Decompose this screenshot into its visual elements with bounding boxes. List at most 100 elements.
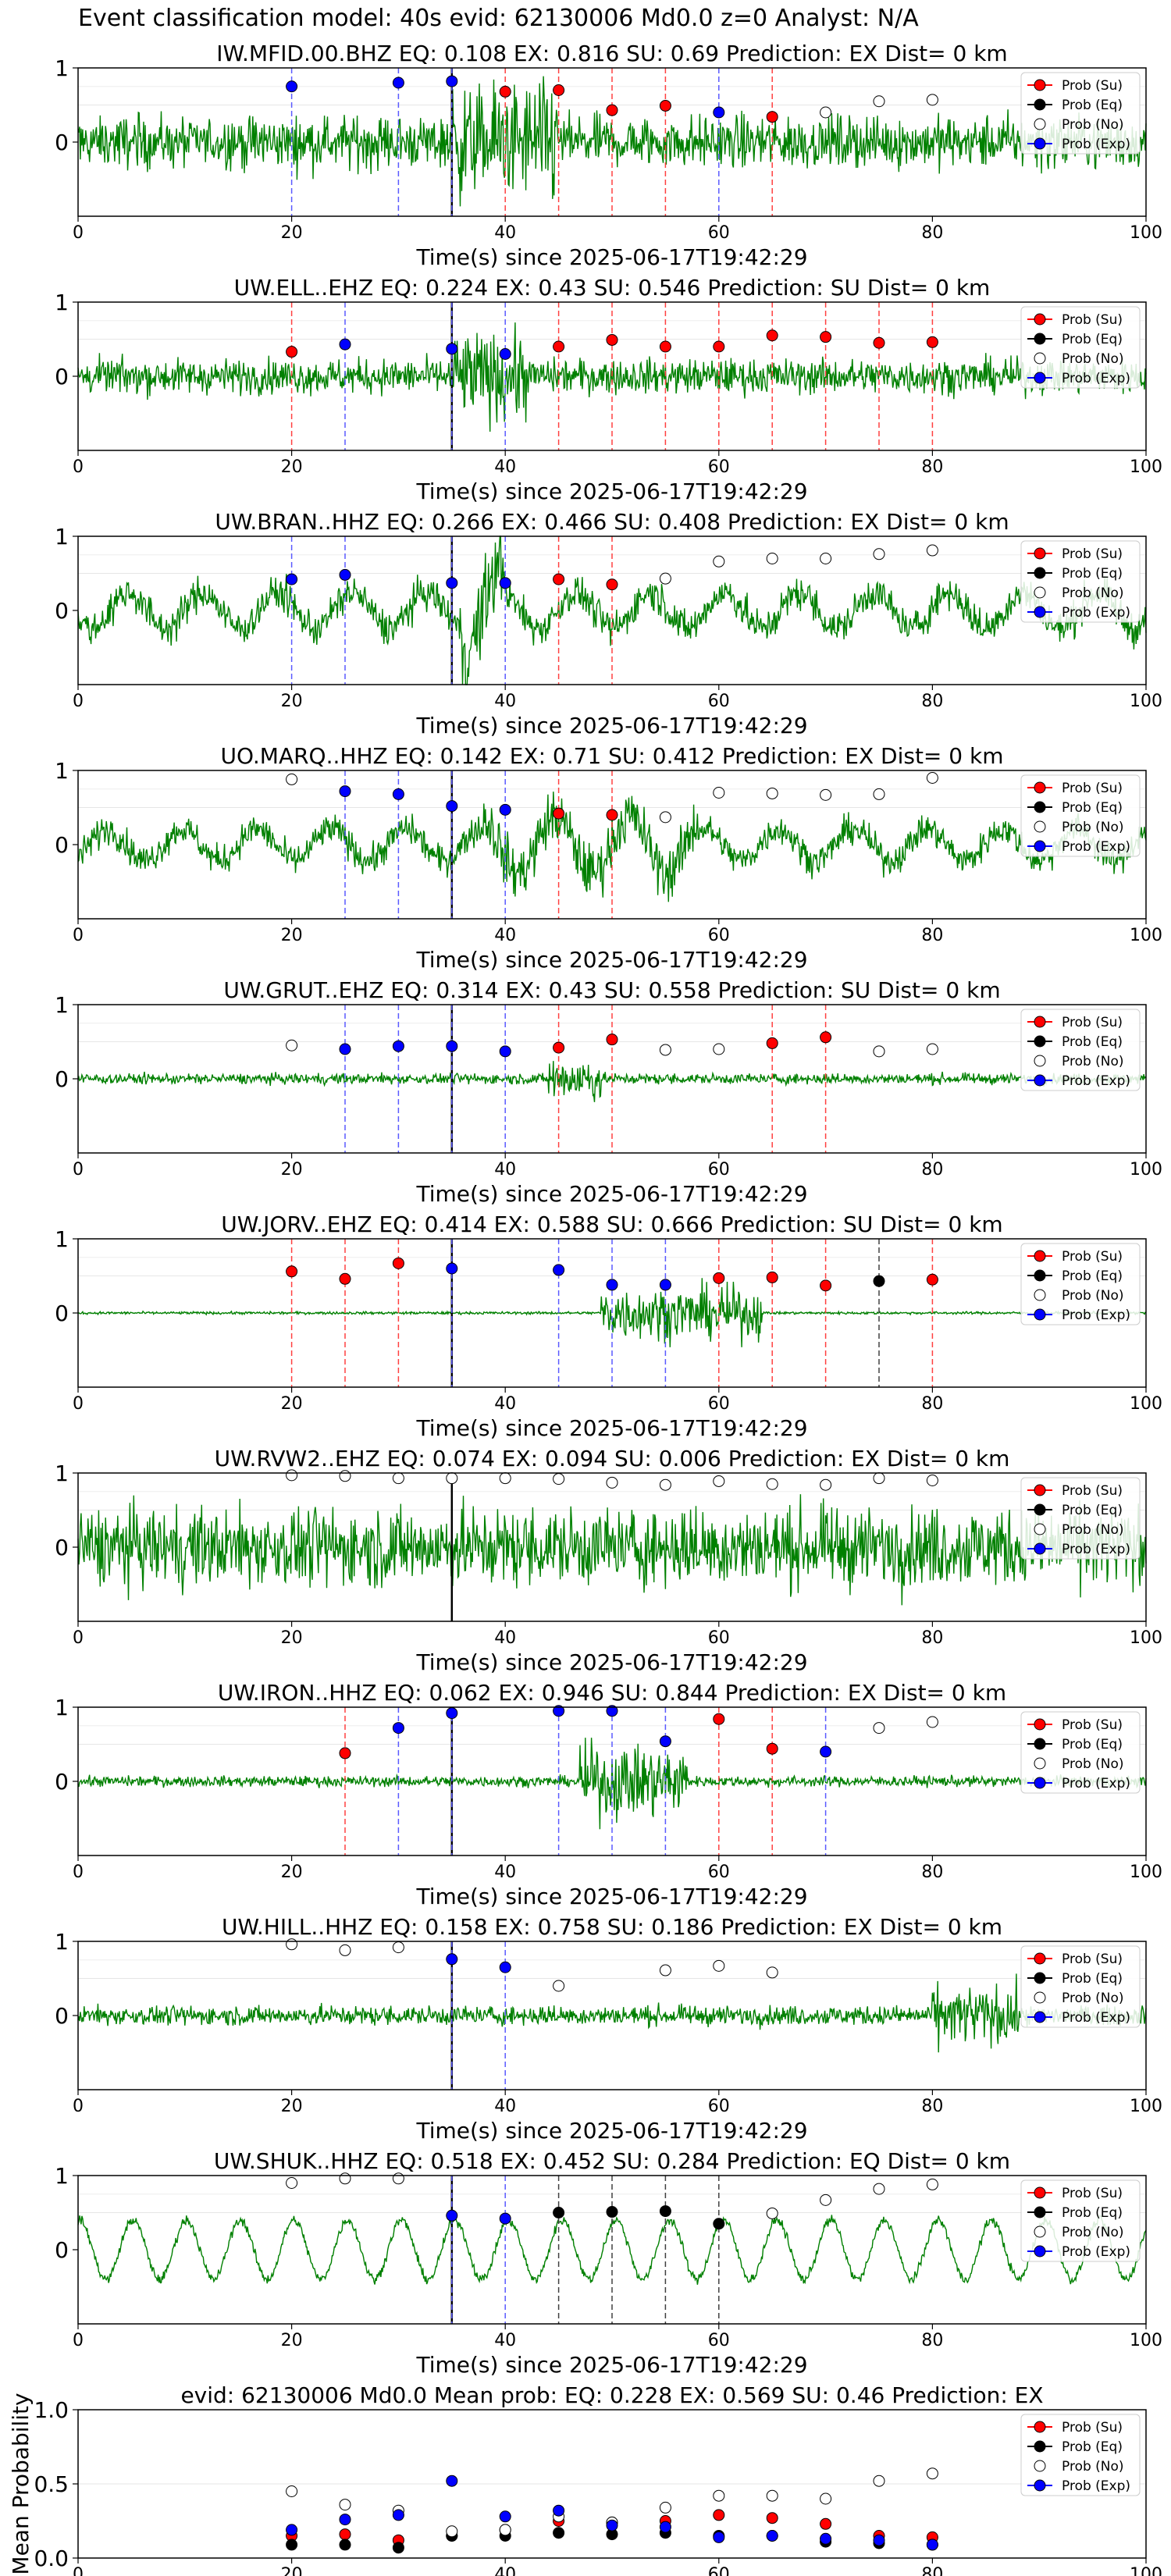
- probability-point: [339, 338, 351, 350]
- legend-marker: [1034, 1484, 1046, 1496]
- probability-point: [286, 1938, 298, 1951]
- probability-point: [553, 1473, 565, 1485]
- probability-point: [873, 1045, 885, 1058]
- probability-point: [713, 2218, 725, 2230]
- probability-point: [606, 1279, 618, 1291]
- probability-point: [766, 111, 778, 123]
- chart-panel-11: 1.0 0.5 0.0 0 20 40 60 80 100 evid: 62130006 Md0.…: [8, 2382, 1162, 2576]
- y-tick-label: 0: [55, 832, 69, 858]
- probability-point: [392, 1040, 404, 1052]
- probability-point: [713, 1272, 725, 1284]
- waveform-trace: [77, 535, 1147, 685]
- y-tick-label: 0: [55, 1300, 69, 1326]
- probability-point: [873, 788, 885, 800]
- x-tick-label: 80: [921, 926, 943, 945]
- probability-point: [766, 1037, 778, 1049]
- legend-label: Prob (Eq): [1062, 566, 1123, 582]
- mean-probability-point: [873, 2475, 885, 2487]
- legend-marker: [1034, 1250, 1046, 1262]
- probability-point: [446, 1262, 458, 1275]
- x-tick-label: 40: [494, 1394, 516, 1414]
- legend-marker: [1034, 1738, 1046, 1750]
- legend-label: Prob (Su): [1062, 546, 1123, 562]
- probability-point: [286, 80, 298, 93]
- probability-point: [499, 1472, 511, 1485]
- mean-probability-point: [286, 2539, 298, 2551]
- legend-label: Prob (Exp): [1062, 2010, 1130, 2026]
- legend-label: Prob (No): [1062, 351, 1124, 367]
- figure-title: Event classification model: 40s evid: 62…: [78, 5, 919, 32]
- x-tick-label: 40: [494, 2565, 516, 2576]
- probability-point: [926, 1273, 938, 1286]
- probability-point: [286, 346, 298, 358]
- probability-point: [873, 95, 885, 108]
- legend-label: Prob (Su): [1062, 1015, 1123, 1030]
- panel-title: evid: 62130006 Md0.0 Mean prob: EQ: 0.22…: [180, 2382, 1043, 2408]
- mean-probability-point: [446, 2475, 458, 2487]
- legend-marker: [1034, 1269, 1046, 1282]
- x-axis-label: Time(s) since 2025-06-17T19:42:29: [415, 1884, 807, 1909]
- x-tick-label: 40: [494, 2331, 516, 2350]
- x-tick-label: 60: [708, 457, 730, 477]
- legend-marker: [1034, 2186, 1046, 2199]
- legend-marker: [1034, 118, 1046, 130]
- legend-label: Prob (Su): [1062, 2420, 1123, 2435]
- y-tick-label: 0: [55, 2237, 69, 2263]
- legend-marker: [1034, 333, 1046, 345]
- mean-probability-point: [553, 2504, 565, 2517]
- x-tick-label: 80: [921, 1394, 943, 1414]
- legend-marker: [1034, 1718, 1046, 1731]
- legend-box: [1020, 1009, 1141, 1091]
- x-axis-label: Time(s) since 2025-06-17T19:42:29: [415, 713, 807, 738]
- mean-probability-point: [820, 2532, 832, 2545]
- legend-label: Prob (Eq): [1062, 1034, 1123, 1050]
- legend-marker: [1034, 840, 1046, 852]
- legend-marker: [1034, 820, 1046, 833]
- legend-marker: [1034, 586, 1046, 599]
- mean-probability-point: [553, 2527, 565, 2539]
- x-tick-label: 100: [1130, 692, 1162, 711]
- legend-box: [1020, 1711, 1141, 1794]
- x-tick-label: 60: [708, 2097, 730, 2116]
- y-tick-label: 1: [55, 2163, 69, 2189]
- legend-label: Prob (Su): [1062, 781, 1123, 796]
- x-tick-label: 20: [281, 2331, 303, 2350]
- legend-marker: [1034, 1972, 1046, 1984]
- mean-probability-point: [926, 2539, 938, 2551]
- probability-point: [926, 1043, 938, 1055]
- legend: Prob (Su) Prob (Eq) Prob (No) Prob (Exp): [1020, 1009, 1141, 1091]
- legend-marker: [1034, 1016, 1046, 1028]
- probability-point: [926, 772, 938, 784]
- mean-probability-point: [659, 2521, 671, 2533]
- legend-label: Prob (No): [1062, 2225, 1124, 2240]
- legend-marker: [1034, 2440, 1046, 2453]
- legend-marker: [1034, 1542, 1046, 1555]
- legend-label: Prob (Exp): [1062, 1073, 1130, 1089]
- x-tick-label: 100: [1130, 2565, 1162, 2576]
- x-tick-label: 60: [708, 926, 730, 945]
- probability-point: [339, 1043, 351, 1055]
- probability-point: [286, 2177, 298, 2189]
- x-tick-label: 40: [494, 457, 516, 477]
- probability-point: [766, 1271, 778, 1283]
- legend-label: Prob (Eq): [1062, 2205, 1123, 2221]
- x-tick-label: 40: [494, 1160, 516, 1179]
- legend-box: [1020, 306, 1141, 389]
- probability-point: [446, 1953, 458, 1966]
- probability-point: [339, 1747, 351, 1759]
- probability-point: [713, 1959, 725, 1972]
- probability-point: [339, 568, 351, 581]
- y-tick-label: 0: [55, 130, 69, 155]
- x-tick-label: 60: [708, 1160, 730, 1179]
- mean-probability-point: [392, 2509, 404, 2521]
- probability-point: [606, 809, 618, 821]
- y-tick-label: 1: [55, 290, 69, 315]
- legend-marker: [1034, 1055, 1046, 1067]
- probability-point: [606, 333, 618, 346]
- mean-probability-point: [286, 2524, 298, 2536]
- probability-point: [553, 1980, 565, 1992]
- mean-probability-point: [339, 2528, 351, 2541]
- probability-point: [820, 553, 832, 564]
- legend-box: [1020, 1945, 1141, 2028]
- probability-point: [873, 1275, 885, 1287]
